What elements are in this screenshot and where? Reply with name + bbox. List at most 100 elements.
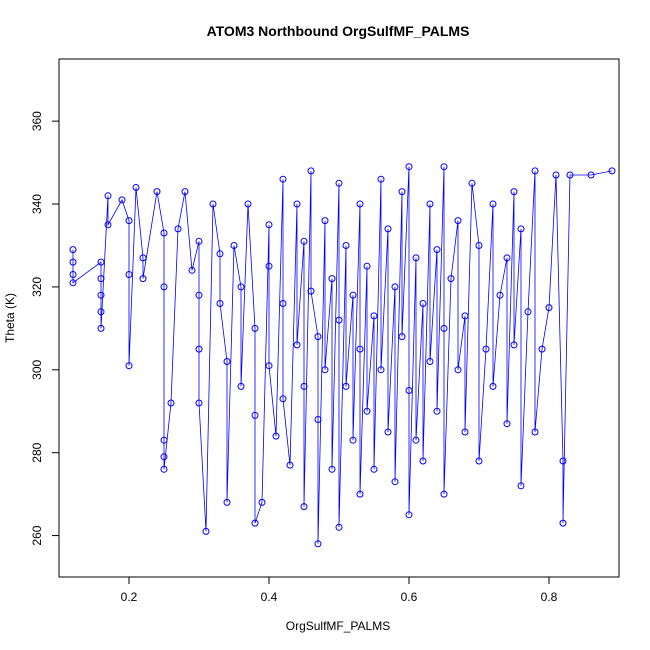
data-point (398, 188, 406, 196)
data-point (97, 258, 105, 266)
data-point (300, 237, 308, 245)
data-point (440, 163, 448, 171)
data-point (398, 333, 406, 341)
data-point (153, 188, 161, 196)
data-point (342, 382, 350, 390)
data-point (342, 242, 350, 249)
data-point (251, 411, 259, 419)
data-point (195, 291, 203, 299)
data-point (160, 453, 168, 461)
data-point (307, 287, 315, 295)
data-point (97, 308, 105, 316)
data-point (286, 461, 294, 469)
data-point (475, 242, 483, 249)
data-point (195, 399, 203, 407)
data-point (69, 279, 77, 287)
data-point (566, 171, 574, 179)
data-point (300, 503, 308, 511)
x-axis-label: OrgSulfMF_PALMS (286, 619, 390, 633)
data-point (384, 225, 392, 233)
data-point (188, 266, 196, 274)
data-point (307, 167, 315, 175)
data-point (97, 291, 105, 299)
data-point (174, 225, 182, 233)
data-point (468, 179, 476, 187)
data-point (125, 362, 133, 370)
data-point (384, 428, 392, 436)
y-tick-label: 360 (30, 111, 44, 131)
data-point (328, 465, 336, 473)
y-axis: 260 280 300 320 340 360 (30, 111, 60, 546)
data-point (195, 237, 203, 245)
data-point (349, 436, 357, 444)
y-tick-label: 300 (30, 359, 44, 379)
data-point (132, 184, 140, 191)
data-point (426, 358, 434, 365)
data-point (419, 457, 427, 465)
data-point (482, 345, 490, 353)
data-point (517, 482, 525, 490)
data-point (363, 407, 371, 415)
data-point (419, 300, 427, 307)
data-point (237, 382, 245, 390)
data-point (209, 200, 217, 208)
data-point (608, 167, 616, 175)
chart-title: ATOM3 Northbound OrgSulfMF_PALMS (207, 23, 470, 39)
data-point (314, 416, 322, 423)
data-point (251, 324, 259, 332)
y-tick-label: 320 (30, 277, 44, 297)
data-point (461, 428, 469, 436)
data-point (160, 283, 168, 291)
data-point (356, 345, 364, 353)
data-point (489, 200, 497, 208)
data-point (349, 291, 357, 299)
data-point (328, 275, 336, 283)
data-point (223, 498, 231, 506)
data-point (104, 221, 112, 229)
data-point (321, 217, 329, 225)
data-point (356, 200, 364, 208)
data-point (531, 428, 539, 436)
data-point (405, 511, 413, 519)
data-point (97, 275, 105, 283)
y-axis-label: Theta (K) (3, 293, 17, 343)
data-point (216, 300, 224, 307)
data-point (139, 275, 147, 283)
data-point (433, 246, 441, 254)
data-point (335, 179, 343, 187)
data-point (69, 246, 77, 254)
data-point (559, 457, 567, 465)
data-point (167, 399, 175, 407)
data-point (447, 275, 455, 283)
data-point (216, 250, 224, 258)
data-point (440, 490, 448, 498)
data-point (125, 271, 133, 278)
data-point (531, 167, 539, 175)
data-point (510, 188, 518, 196)
data-point (160, 229, 168, 237)
data-point (517, 225, 525, 233)
x-tick-label: 0.4 (261, 590, 278, 604)
data-point (279, 175, 287, 183)
data-point (545, 304, 553, 312)
data-point (391, 478, 399, 486)
data-point (496, 291, 504, 299)
data-point (538, 345, 546, 353)
data-point (314, 540, 322, 548)
data-point (244, 200, 252, 208)
data-point (195, 345, 203, 353)
x-axis: 0.2 0.4 0.6 0.8 (121, 576, 558, 604)
data-point (230, 242, 238, 249)
data-point (377, 175, 385, 183)
data-point (461, 312, 469, 320)
data-point (370, 312, 378, 320)
data-point (335, 523, 343, 531)
y-tick-label: 340 (30, 194, 44, 214)
data-point (265, 362, 273, 370)
y-tick-label: 260 (30, 525, 44, 545)
data-point (412, 436, 420, 444)
data-point (363, 262, 371, 270)
data-point (412, 254, 420, 262)
data-point (510, 341, 518, 349)
